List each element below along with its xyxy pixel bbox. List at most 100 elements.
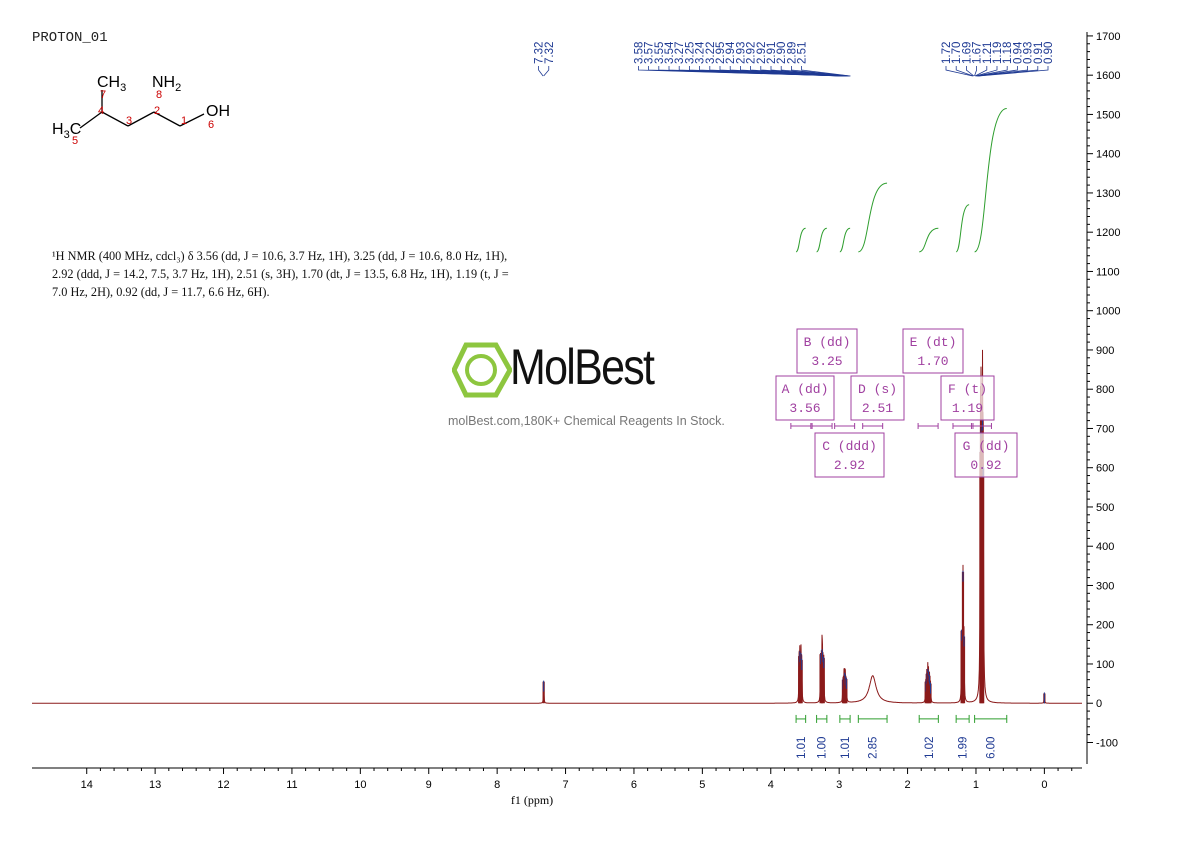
multiplet-shift: 2.51	[862, 401, 893, 416]
peak-label: 3.25	[684, 42, 696, 64]
y-tick-label: 200	[1096, 620, 1114, 632]
multiplet-shift: 2.92	[834, 458, 865, 473]
x-tick-label: 0	[1041, 779, 1047, 791]
y-tick-label: 1000	[1096, 306, 1120, 318]
y-tick-label: 100	[1096, 659, 1114, 671]
multiplet-box	[796, 328, 858, 374]
atom-number-2: 2	[154, 105, 160, 117]
peak-label-connector	[538, 66, 544, 77]
peak-label-connector	[945, 66, 973, 77]
watermark-logo-icon	[452, 342, 512, 398]
integral-curve	[858, 182, 888, 253]
multiplet-name: C (ddd)	[822, 439, 877, 454]
atom-number-1: 1	[181, 115, 187, 127]
multiplet-box	[850, 375, 905, 421]
integral-curve	[795, 227, 806, 253]
nmr-description: ¹H NMR (400 MHz, cdcl₃) δ 3.56 (dd, J = …	[52, 249, 509, 299]
multiplet-name: A (dd)	[782, 382, 829, 397]
watermark-brand: MolBest	[510, 339, 655, 395]
atom-number-4: 4	[98, 105, 104, 117]
multiplet-box	[954, 432, 1018, 478]
peak-label: 2.95	[715, 42, 727, 64]
integral-value: 1.01	[796, 737, 808, 759]
integral-curve	[816, 227, 828, 253]
y-tick-label: 600	[1096, 463, 1114, 475]
peak-label: 1.70	[951, 42, 963, 64]
molecule-structure: CH3 NH2 H3C OH 7 4 3 8 2 1 6 5	[52, 74, 230, 147]
peak-label: 1.19	[992, 42, 1004, 64]
multiplet-shift: 1.70	[917, 354, 948, 369]
peak-label-connector	[966, 66, 975, 77]
peak-label: 2.90	[776, 42, 788, 64]
x-tick-label: 2	[905, 779, 911, 791]
peak-label: 2.94	[725, 41, 737, 64]
y-tick-label: 800	[1096, 384, 1114, 396]
peak-label-connector	[978, 66, 1049, 77]
peak-label-connector	[976, 66, 1008, 77]
y-tick-label: 400	[1096, 541, 1114, 553]
multiplet-name: G (dd)	[963, 439, 1010, 454]
atom-number-5: 5	[72, 135, 78, 147]
peak-label: 3.27	[674, 42, 686, 64]
y-tick-label: 0	[1096, 698, 1102, 710]
multiplet-box	[814, 432, 885, 478]
peak-label: 3.24	[695, 41, 707, 64]
peak-label-connector	[955, 66, 974, 77]
x-tick-label: 7	[562, 779, 568, 791]
x-tick-label: 10	[354, 779, 366, 791]
integral-value: 2.85	[868, 737, 880, 759]
peak-label-connector	[974, 66, 977, 77]
multiplet-name: E (dt)	[910, 335, 957, 350]
peak-label: 0.90	[1043, 42, 1055, 64]
multiplet-shift: 1.19	[952, 401, 983, 416]
y-tick-label: 1200	[1096, 227, 1120, 239]
integral-value: 1.99	[958, 737, 970, 759]
peak-label: 3.54	[664, 41, 676, 64]
peak-label: 1.72	[941, 42, 953, 64]
spectrum-line	[32, 349, 1082, 704]
group-oh: OH	[206, 103, 230, 120]
peak-label: 0.91	[1033, 42, 1045, 64]
peak-label-connector	[974, 66, 988, 77]
x-tick-label: 11	[286, 779, 297, 791]
multiplet-name: F (t)	[948, 382, 987, 397]
integral-value: 6.00	[986, 737, 998, 759]
y-tick-label: 700	[1096, 423, 1114, 435]
integral-curve	[955, 204, 970, 253]
y-tick-label: 300	[1096, 580, 1114, 592]
peak-label: 3.55	[654, 42, 666, 64]
x-axis-label: f1 (ppm)	[511, 793, 553, 807]
y-tick-label: 1500	[1096, 109, 1120, 121]
integral-curve	[974, 108, 1007, 253]
peak-label: 1.21	[982, 42, 994, 64]
peak-label-connector	[543, 66, 550, 77]
multiplet-box	[775, 375, 835, 421]
x-tick-label: 14	[81, 779, 93, 791]
x-tick-label: 9	[426, 779, 432, 791]
peak-label: 1.18	[1002, 42, 1014, 64]
group-nh2: NH2	[152, 74, 181, 94]
y-tick-label: 1700	[1096, 31, 1120, 43]
peak-label-connector	[791, 66, 850, 77]
atom-number-8: 8	[156, 89, 162, 101]
multiplet-name: D (s)	[858, 382, 897, 397]
peak-label: 2.51	[797, 42, 809, 64]
multiplet-box	[902, 328, 964, 374]
peak-label: 2.91	[766, 42, 778, 64]
multiplet-box	[940, 375, 995, 421]
peak-label: 0.93	[1023, 42, 1035, 64]
peak-label: 3.58	[633, 42, 645, 64]
peak-label-connector	[975, 66, 998, 77]
peak-label: 3.22	[705, 42, 717, 64]
peak-label: 1.69	[961, 42, 973, 64]
experiment-name: PROTON_01	[32, 30, 108, 46]
integral-value: 1.00	[817, 737, 829, 759]
x-tick-label: 8	[494, 779, 500, 791]
y-tick-label: 900	[1096, 345, 1114, 357]
peak-label: 7.32	[544, 42, 556, 64]
multiplet-shift: 3.25	[811, 354, 842, 369]
y-tick-label: 1400	[1096, 149, 1120, 161]
x-tick-label: 6	[631, 779, 637, 791]
x-tick-label: 12	[217, 779, 229, 791]
